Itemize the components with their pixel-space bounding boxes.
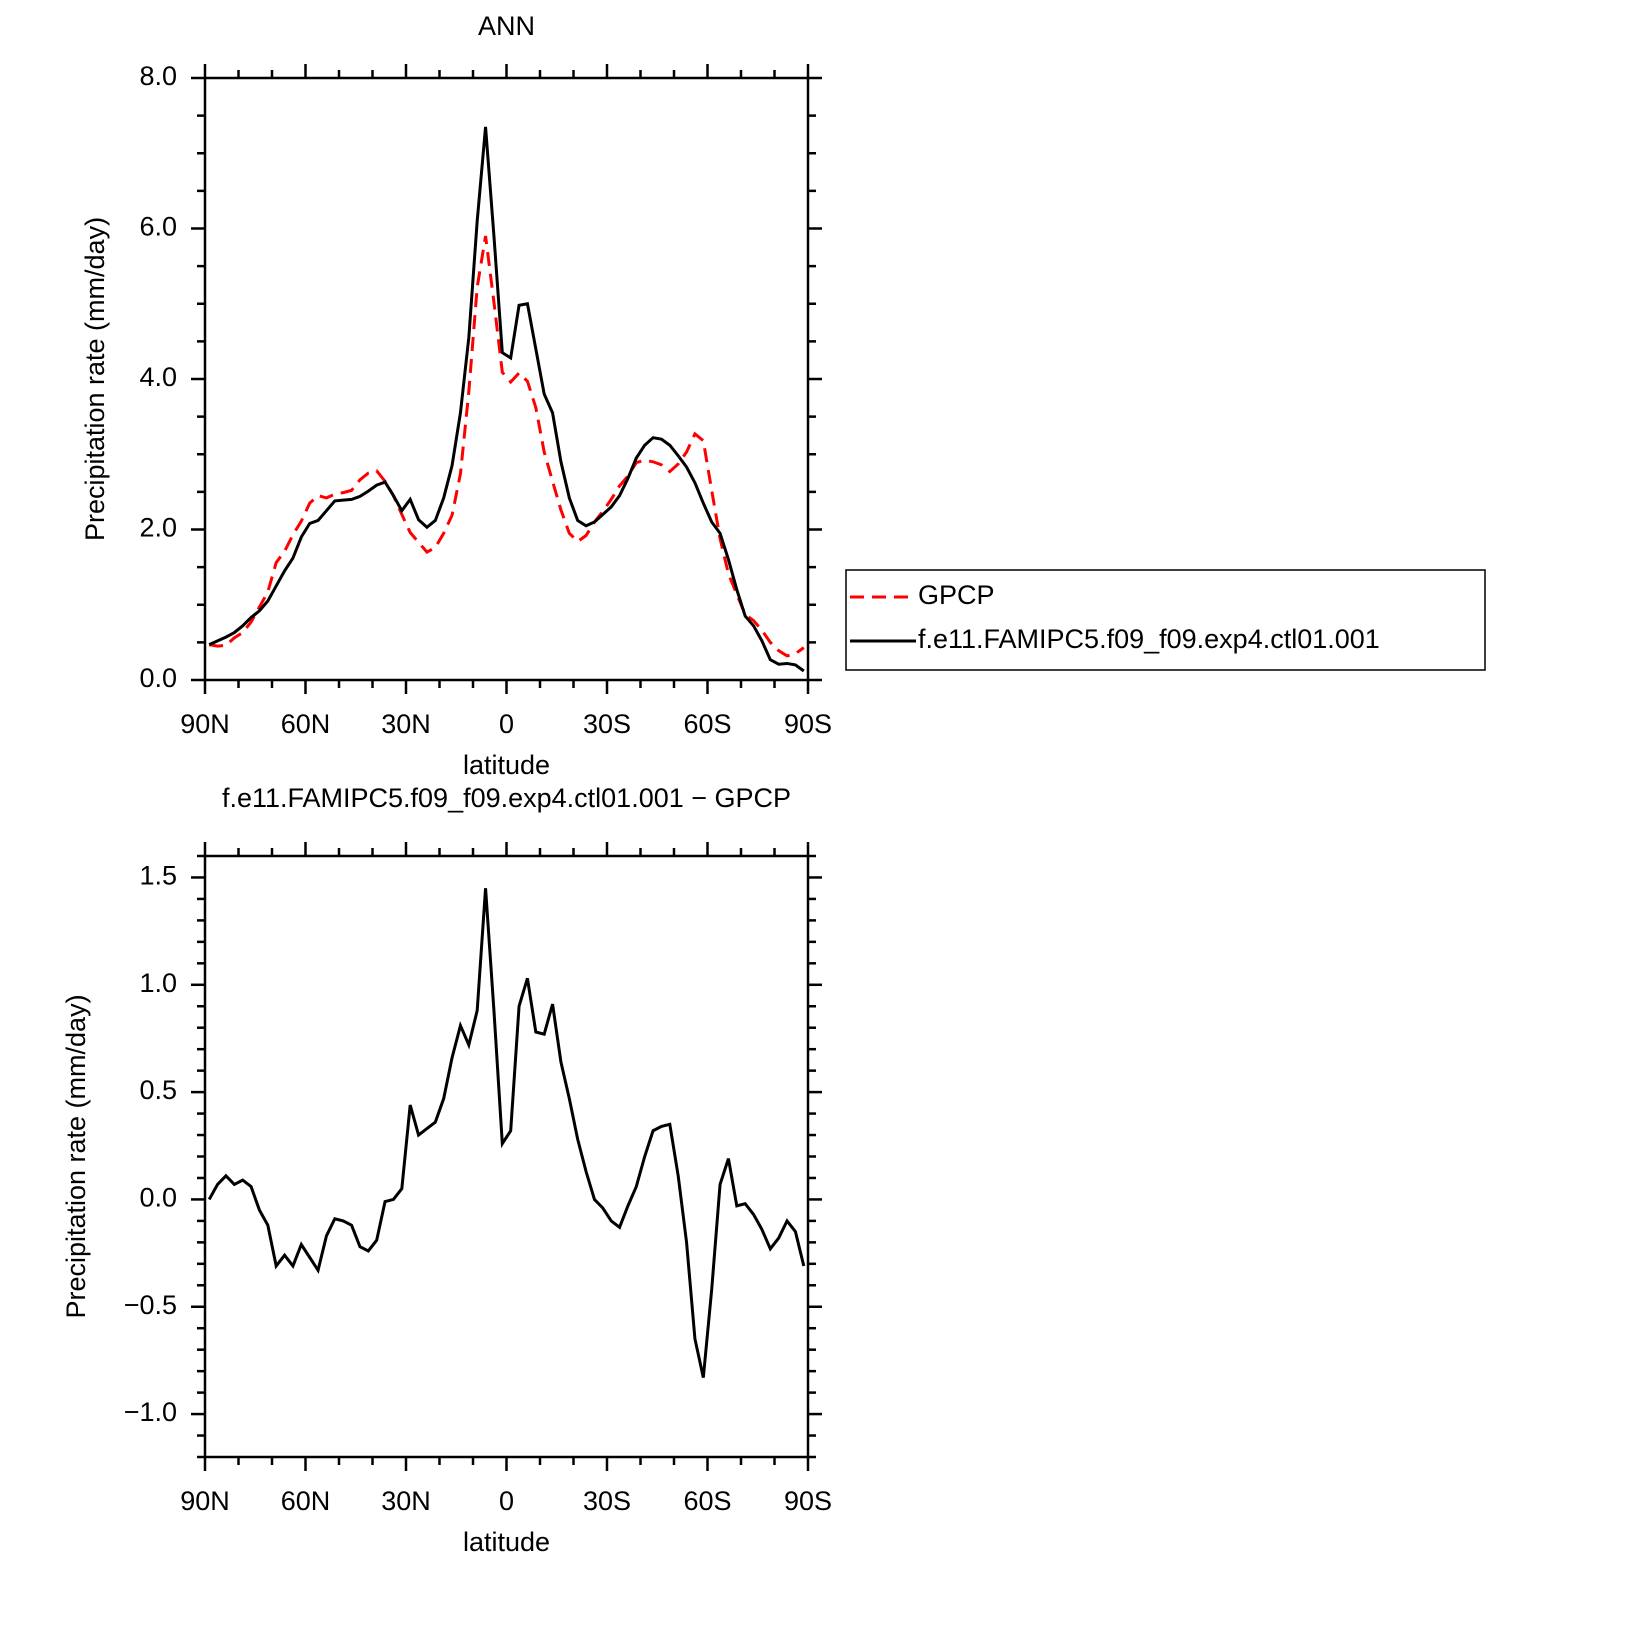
- data-line: [208, 235, 805, 658]
- y-axis-label: Precipitation rate (mm/day): [61, 994, 91, 1318]
- data-line: [207, 888, 806, 1378]
- x-tick-label: 30N: [381, 1486, 431, 1516]
- x-tick-label: 30N: [381, 709, 431, 739]
- x-axis-label: latitude: [463, 1527, 550, 1557]
- x-tick-label: 30S: [583, 709, 631, 739]
- plot-frame: [203, 76, 810, 682]
- x-tick-label: 0: [499, 709, 514, 739]
- x-tick-label: 60S: [683, 709, 731, 739]
- y-tick-label: 4.0: [139, 362, 177, 392]
- chart-title: f.e11.FAMIPC5.f09_f09.exp4.ctl01.001 − G…: [222, 783, 791, 813]
- legend-label: f.e11.FAMIPC5.f09_f09.exp4.ctl01.001: [918, 624, 1380, 654]
- x-tick-label: 60N: [281, 709, 331, 739]
- y-tick-label: 0.5: [139, 1075, 177, 1105]
- plot-frame: [203, 854, 810, 1459]
- y-tick-label: 2.0: [139, 513, 177, 543]
- x-tick-label: 60N: [281, 1486, 331, 1516]
- y-tick-label: −0.5: [124, 1290, 177, 1320]
- x-tick-label: 90S: [784, 709, 832, 739]
- legend-box: [845, 569, 1486, 671]
- x-tick-label: 0: [499, 1486, 514, 1516]
- x-tick-label: 30S: [583, 1486, 631, 1516]
- x-tick-label: 90S: [784, 1486, 832, 1516]
- y-tick-label: 0.0: [139, 663, 177, 693]
- data-line: [208, 126, 805, 673]
- legend-label: GPCP: [918, 580, 995, 610]
- y-tick-label: 6.0: [139, 212, 177, 242]
- y-tick-label: 0.0: [139, 1183, 177, 1213]
- y-axis-label: Precipitation rate (mm/day): [80, 217, 110, 541]
- chart-title: ANN: [478, 11, 535, 41]
- x-axis-label: latitude: [463, 750, 550, 780]
- y-tick-label: −1.0: [124, 1397, 177, 1427]
- y-tick-label: 8.0: [139, 61, 177, 91]
- y-tick-label: 1.5: [139, 861, 177, 891]
- y-tick-label: 1.0: [139, 968, 177, 998]
- x-tick-label: 60S: [683, 1486, 731, 1516]
- x-tick-label: 90N: [180, 709, 230, 739]
- x-tick-label: 90N: [180, 1486, 230, 1516]
